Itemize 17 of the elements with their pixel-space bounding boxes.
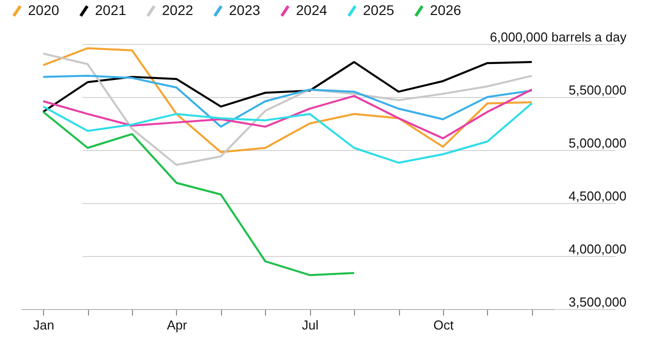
- y-tick-label: 5,000,000: [568, 136, 626, 150]
- legend-label: 2024: [296, 2, 328, 18]
- legend-label: 2026: [430, 2, 462, 18]
- x-tick-label: Oct: [433, 318, 454, 332]
- x-tick-label: Apr: [166, 318, 188, 332]
- legend-label: 2025: [363, 2, 394, 18]
- legend-label: 2021: [95, 2, 126, 18]
- x-tick-label: Jan: [33, 318, 54, 332]
- y-tick-label: 6,000,000 barrels a day: [490, 30, 627, 44]
- legend-label: 2020: [28, 2, 60, 18]
- legend-label: 2023: [229, 2, 260, 18]
- y-tick-label: 5,500,000: [568, 82, 626, 98]
- y-tick-label: 3,500,000: [568, 294, 626, 310]
- y-tick-label: 4,500,000: [568, 188, 626, 204]
- y-tick-label: 4,000,000: [568, 242, 626, 256]
- legend-label: 2022: [162, 2, 194, 18]
- x-tick-label: Jul: [302, 318, 319, 332]
